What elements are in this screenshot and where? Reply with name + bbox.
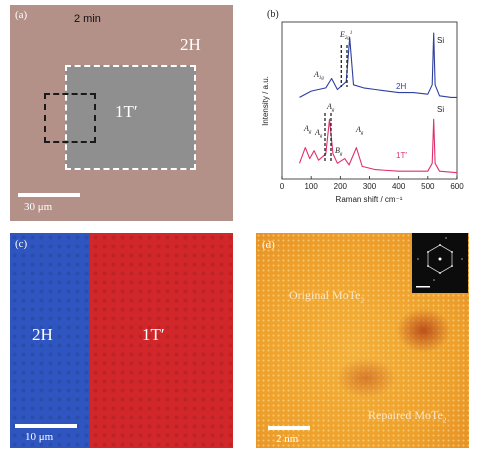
si-label-bottom: Si bbox=[437, 105, 444, 114]
series-lines bbox=[298, 32, 458, 174]
series-line-1 bbox=[298, 118, 458, 174]
x-tick-label-400: 400 bbox=[392, 182, 406, 191]
defect-region-2 bbox=[336, 358, 396, 398]
time-label: 2 min bbox=[74, 13, 101, 25]
scale-bar-a bbox=[18, 193, 80, 197]
peak-ag-2: Ag bbox=[314, 128, 323, 139]
black-dashed-box bbox=[44, 93, 96, 143]
map-texture bbox=[10, 233, 233, 448]
phase-label-2h: 2H bbox=[180, 35, 201, 54]
region-2h-blue bbox=[10, 233, 90, 448]
peak-bg: Bg bbox=[335, 146, 343, 157]
x-tick-label-0: 0 bbox=[280, 182, 285, 191]
series-line-0 bbox=[299, 32, 457, 98]
white-dashed-box bbox=[65, 65, 196, 170]
x-axis-ticks: 0 100 200 300 400 500 600 bbox=[280, 176, 464, 191]
x-tick-label-600: 600 bbox=[450, 182, 464, 191]
scale-bar-d bbox=[268, 426, 310, 430]
si-label-top: Si bbox=[437, 36, 444, 45]
scale-label-a: 30 μm bbox=[24, 201, 53, 213]
diffraction-pattern bbox=[416, 237, 463, 288]
x-tick-label-300: 300 bbox=[363, 182, 377, 191]
panel-b-raman-chart: (b) 0 100 200 300 400 500 600 Raman shift / cm… bbox=[243, 5, 475, 225]
diffraction-inset bbox=[412, 233, 468, 293]
peak-ag-4: Ag bbox=[355, 125, 364, 136]
panel-d-stem-image: (d) Original MoTe2 Repaired MoTe2 2 nm bbox=[256, 233, 469, 448]
series-label-2h: 2H bbox=[396, 82, 406, 91]
x-tick-label-100: 100 bbox=[304, 182, 318, 191]
peak-a1g: A1g bbox=[313, 70, 324, 81]
peak-ag-1: Ag bbox=[303, 124, 312, 135]
phase-region-1t bbox=[65, 65, 196, 170]
scale-label-d: 2 nm bbox=[276, 433, 299, 445]
x-tick-label-200: 200 bbox=[334, 182, 348, 191]
panel-c-raman-map: (c) 2H 1T′ 10 μm bbox=[10, 233, 233, 448]
x-tick-label-500: 500 bbox=[421, 182, 435, 191]
x-axis-label: Raman shift / cm⁻¹ bbox=[336, 195, 403, 204]
panel-a-optical-image: (a) 2 min 2H 1T′ 30 μm bbox=[10, 5, 233, 221]
panel-b-label: (b) bbox=[267, 9, 279, 20]
phase-label-1t-c: 1T′ bbox=[142, 325, 165, 344]
peak-ag-3: Ag bbox=[326, 102, 335, 113]
label-original-mote2: Original MoTe2 bbox=[289, 288, 364, 305]
phase-label-1t: 1T′ bbox=[115, 102, 138, 121]
panel-a-label: (a) bbox=[15, 9, 28, 21]
defect-region bbox=[396, 308, 451, 353]
y-axis-label: Intensity / a.u. bbox=[261, 76, 270, 126]
peak-e2g: E2g1 bbox=[339, 30, 352, 41]
panel-d-label: (d) bbox=[262, 239, 275, 251]
label-repaired-mote2: Repaired MoTe2 bbox=[368, 408, 447, 425]
phase-label-2h-c: 2H bbox=[32, 325, 53, 344]
series-label-1t: 1T′ bbox=[396, 151, 407, 160]
panel-c-label: (c) bbox=[15, 238, 28, 250]
scale-label-c: 10 μm bbox=[25, 431, 54, 443]
raman-chart-svg: (b) 0 100 200 300 400 500 600 Raman shift / cm… bbox=[261, 9, 464, 204]
scale-bar-c bbox=[15, 424, 77, 428]
